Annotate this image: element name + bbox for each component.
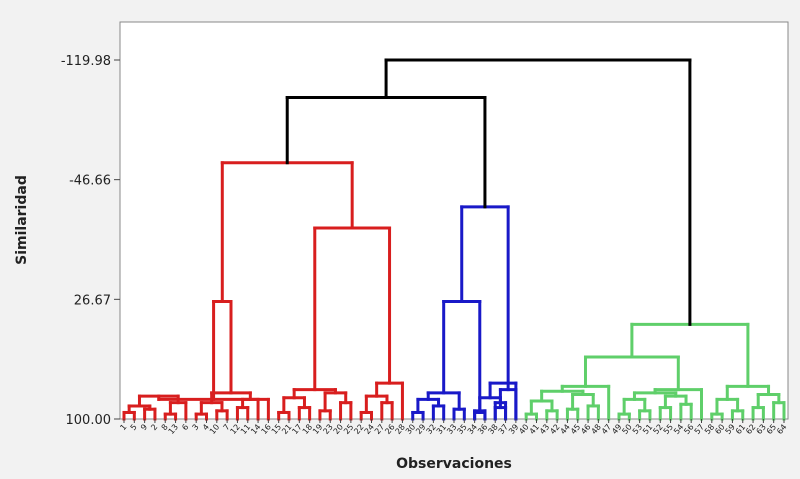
x-axis-title: Observaciones <box>396 456 512 472</box>
x-tick-label: 3 <box>191 423 201 433</box>
x-tick-label: 64 <box>775 423 788 437</box>
y-axis-title: Similaridad <box>14 175 30 265</box>
y-tick-label: 26.67 <box>74 293 111 308</box>
x-tick-label: 2 <box>149 423 159 433</box>
y-tick-label: -46.66 <box>69 174 111 189</box>
x-tick-label: 8 <box>160 423 170 433</box>
y-tick-label: -119.98 <box>61 54 111 69</box>
x-tick-label: 5 <box>129 423 139 433</box>
x-tick-label: 1 <box>118 423 128 433</box>
y-tick-label: 100.00 <box>66 413 112 428</box>
x-tick-label: 13 <box>167 423 180 437</box>
x-tick-label: 7 <box>221 423 231 433</box>
plot-area <box>119 21 789 420</box>
x-tick-label: 6 <box>180 423 190 433</box>
x-tick-label: 10 <box>208 423 221 437</box>
x-tick-label: 9 <box>139 423 149 433</box>
x-tick-label: 4 <box>201 423 211 433</box>
